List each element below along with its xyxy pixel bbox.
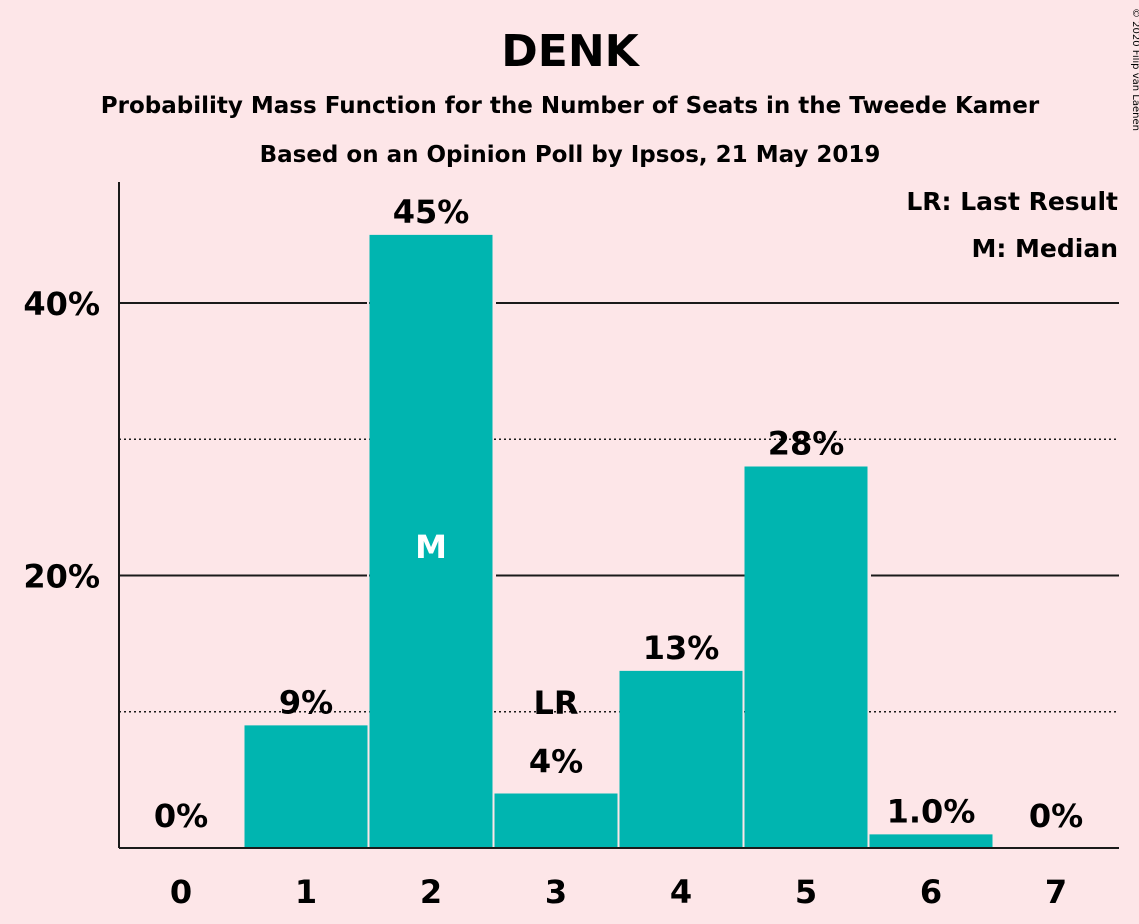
x-tick-label: 2: [420, 873, 442, 911]
y-tick-labels: 20% 40%: [23, 285, 100, 596]
legend-last-result: LR: Last Result: [906, 187, 1118, 216]
last-result-marker: LR: [533, 684, 578, 722]
x-tick-label: 3: [545, 873, 567, 911]
bar: [869, 834, 993, 848]
bar: [244, 725, 368, 848]
value-label: 0%: [154, 797, 208, 835]
x-tick-labels: 0 1 2 3 4 5 6 7: [170, 873, 1067, 911]
gridline-gap: [492, 573, 496, 578]
x-tick-label: 5: [795, 873, 817, 911]
x-tick-label: 4: [670, 873, 692, 911]
value-label: 45%: [393, 193, 470, 231]
value-label: 28%: [768, 425, 845, 463]
bar: [494, 793, 618, 848]
copyright-notice: © 2020 Filip van Laenen: [1130, 8, 1139, 131]
value-label: 1.0%: [887, 792, 976, 830]
y-tick-label: 20%: [23, 558, 100, 596]
bar: [369, 234, 493, 848]
value-label: 13%: [643, 629, 720, 667]
gridline-gap: [492, 301, 496, 305]
legend-median: M: Median: [971, 234, 1118, 263]
gridlines: [119, 301, 1119, 713]
gridline-gap: [367, 301, 369, 305]
markers: M LR: [415, 528, 578, 722]
chart-title: DENK: [501, 26, 640, 77]
x-tick-label: 6: [920, 873, 942, 911]
gridline-gap: [367, 573, 369, 578]
value-label: 4%: [529, 743, 583, 781]
chart-source: Based on an Opinion Poll by Ipsos, 21 Ma…: [260, 142, 881, 168]
value-label: 0%: [1029, 797, 1083, 835]
value-labels: 0% 9% 45% 4% 13% 28% 1.0% 0%: [154, 193, 1083, 835]
chart-subtitle: Probability Mass Function for the Number…: [101, 93, 1040, 119]
value-label: 9%: [279, 683, 333, 721]
gridline-gap: [867, 573, 871, 578]
bar: [619, 670, 743, 848]
median-marker: M: [415, 528, 447, 566]
bars: [244, 234, 993, 848]
y-tick-label: 40%: [23, 285, 100, 323]
x-tick-label: 0: [170, 873, 192, 911]
x-tick-label: 7: [1045, 873, 1067, 911]
x-tick-label: 1: [295, 873, 317, 911]
bar: [744, 466, 868, 848]
